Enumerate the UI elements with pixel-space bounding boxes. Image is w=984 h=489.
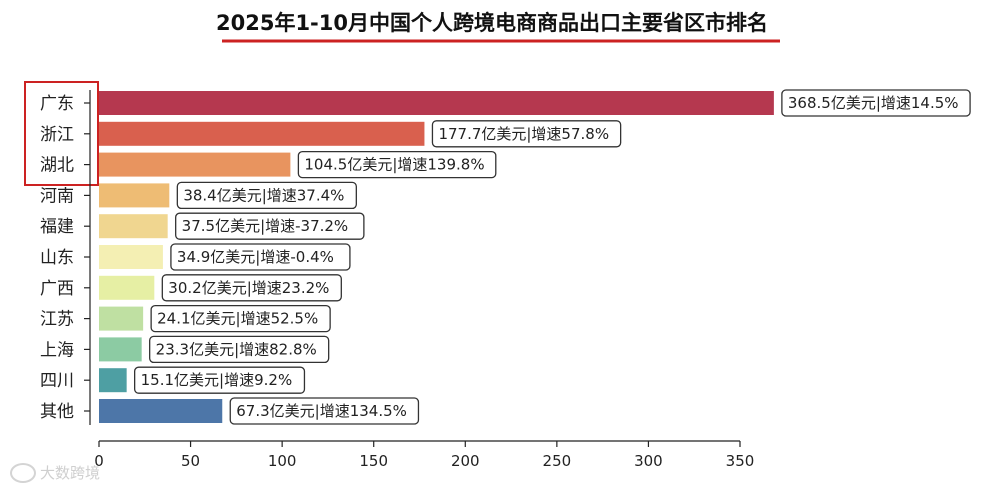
bars (99, 91, 774, 423)
data-label-box-8 (149, 335, 330, 364)
bar-0 (99, 91, 774, 115)
data-label-box-1 (431, 120, 622, 148)
bar-3 (99, 183, 170, 208)
y-tick-marks (84, 102, 90, 412)
chart-title: 2025年1-10月中国个人跨境电商商品出口主要省区市排名 (216, 11, 768, 35)
watermark-logo-icon (10, 463, 36, 483)
x-tick-label-0: 0 (94, 452, 104, 470)
category-label-2: 湖北 (40, 156, 74, 176)
data-label-box-3 (176, 181, 357, 210)
bar-7 (99, 306, 144, 331)
data-label-box-7 (150, 304, 331, 333)
category-label-6: 广西 (40, 279, 74, 299)
data-label-4: 37.5亿美元|增速-37.2% (182, 217, 349, 235)
category-label-7: 江苏 (40, 310, 74, 330)
category-label-3: 河南 (40, 186, 74, 206)
bar-8 (99, 337, 142, 362)
bar-2 (99, 152, 291, 177)
highlight-box (24, 81, 99, 186)
x-tick-label-3: 150 (359, 452, 388, 470)
data-label-5: 34.9亿美元|增速-0.4% (177, 248, 334, 266)
data-label-3: 38.4亿美元|增速37.4% (183, 186, 344, 204)
category-label-1: 浙江 (40, 125, 74, 145)
category-label-9: 四川 (40, 371, 74, 391)
data-label-box-10 (229, 397, 420, 425)
x-tick-label-7: 350 (726, 452, 755, 470)
category-label-10: 其他 (40, 402, 74, 422)
x-tick-label-5: 250 (543, 452, 572, 470)
data-label-box-6 (161, 274, 342, 302)
x-ticks: 0 50 100 150 200 250 300 350 (94, 441, 754, 470)
x-tick-label-4: 200 (451, 452, 480, 470)
bar-1 (99, 121, 425, 146)
watermark-text: 大数跨境 (40, 463, 101, 482)
bar-10 (99, 399, 223, 423)
category-label-0: 广东 (40, 94, 74, 114)
data-label-box-2 (297, 150, 497, 179)
data-label-10: 67.3亿美元|增速134.5% (236, 402, 407, 420)
data-label-8: 23.3亿美元|增速82.8% (156, 340, 317, 358)
x-tick-label-6: 300 (634, 452, 663, 470)
data-labels: 368.5亿美元|增速14.5% 177.7亿美元|增速57.8% 104.5亿美元… (134, 89, 971, 425)
data-label-1: 177.7亿美元|增速57.8% (438, 125, 609, 143)
bar-6 (99, 275, 155, 300)
data-label-box-5 (170, 243, 351, 271)
x-tick-label-2: 100 (268, 452, 297, 470)
bar-5 (99, 245, 163, 269)
category-label-8: 上海 (40, 340, 74, 360)
watermark: 大数跨境 (10, 462, 101, 483)
data-label-7: 24.1亿美元|增速52.5% (157, 310, 318, 328)
data-label-0: 368.5亿美元|增速14.5% (788, 94, 959, 112)
x-tick-label-1: 50 (181, 452, 200, 470)
data-label-2: 104.5亿美元|增速139.8% (304, 156, 484, 174)
data-label-box-0 (781, 89, 971, 117)
bar-4 (99, 214, 168, 239)
data-label-box-4 (175, 212, 365, 240)
data-label-9: 15.1亿美元|增速9.2% (141, 371, 293, 389)
category-label-5: 山东 (40, 248, 74, 268)
data-label-6: 30.2亿美元|增速23.2% (168, 279, 329, 297)
category-label-4: 福建 (40, 217, 74, 237)
bar-9 (99, 368, 127, 393)
data-label-box-9 (134, 366, 306, 394)
